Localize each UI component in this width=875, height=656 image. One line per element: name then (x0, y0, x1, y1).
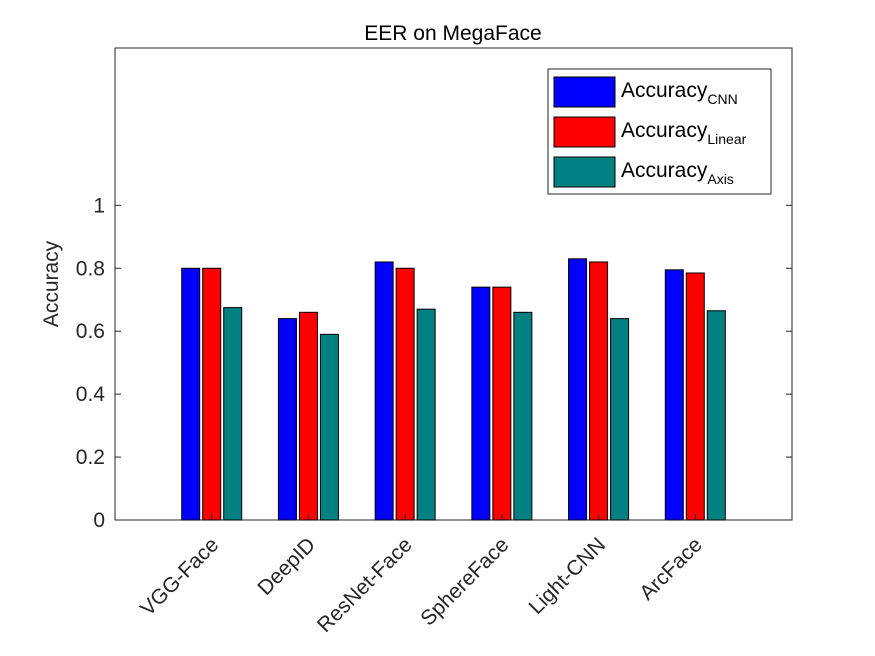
bar-sphereface-axis (513, 311, 533, 521)
y-tick-label: 0.6 (76, 320, 105, 343)
legend-swatch-cnn (553, 76, 616, 108)
bar-deepid-cnn (277, 318, 297, 521)
legend-label-cnn: AccuracyCNN (621, 79, 738, 107)
bar-sphereface-cnn (471, 286, 491, 521)
x-tick-label: SphereFace (416, 533, 513, 630)
y-tick-label: 1 (93, 194, 105, 217)
bar-vgg-face-axis (223, 307, 243, 521)
bar-deepid-axis (319, 333, 339, 521)
legend-swatch-linear (553, 116, 616, 148)
bar-light-cnn-linear (589, 261, 609, 521)
x-tick-label: DeepID (253, 533, 320, 600)
bar-resnet-face-axis (416, 308, 436, 521)
x-tick-label: VGG-Face (136, 533, 223, 620)
legend-swatch-axis (553, 156, 616, 188)
bar-arcface-linear (685, 272, 705, 521)
bar-resnet-face-linear (395, 267, 415, 521)
y-tick-label: 0.4 (76, 383, 106, 406)
bars-group (181, 258, 726, 521)
y-tick-label: 0.8 (76, 257, 105, 280)
bar-arcface-axis (706, 310, 726, 521)
x-tick-label: ResNet-Face (313, 533, 417, 637)
legend: AccuracyCNN AccuracyLinear AccuracyAxis (547, 68, 772, 195)
x-tick-label: Light-CNN (525, 533, 611, 619)
y-tick-label: 0.2 (76, 446, 105, 469)
bar-deepid-linear (298, 311, 318, 521)
bar-arcface-cnn (664, 269, 684, 521)
bar-vgg-face-linear (202, 267, 222, 521)
chart-title: EER on MegaFace (364, 22, 541, 45)
bar-vgg-face-cnn (181, 267, 201, 521)
y-axis-ticks: 0 0.2 0.4 0.6 0.8 1 (76, 194, 792, 532)
bar-resnet-face-cnn (374, 261, 394, 521)
y-axis-label: Accuracy (40, 240, 63, 327)
bar-sphereface-linear (492, 286, 512, 521)
x-tick-label: ArcFace (635, 533, 707, 605)
bar-light-cnn-axis (610, 318, 630, 521)
bar-light-cnn-cnn (568, 258, 588, 521)
y-tick-label: 0 (93, 509, 105, 532)
legend-label-axis: AccuracyAxis (621, 159, 734, 187)
legend-label-linear: AccuracyLinear (621, 119, 747, 147)
